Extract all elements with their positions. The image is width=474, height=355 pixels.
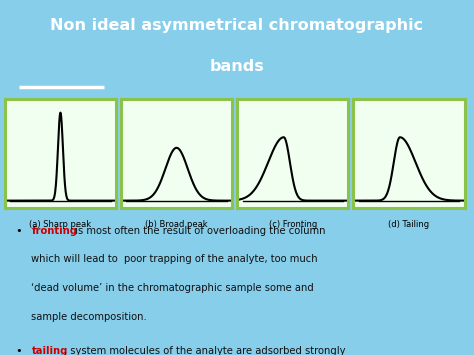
Text: (c) Fronting: (c) Fronting [269,220,317,229]
Text: sample decomposition.: sample decomposition. [31,312,147,322]
Text: •: • [15,226,22,236]
Text: ‘dead volume’ in the chromatographic sample some and: ‘dead volume’ in the chromatographic sam… [31,283,314,293]
Text: which will lead to  poor trapping of the analyte, too much: which will lead to poor trapping of the … [31,255,318,264]
Text: (d) Tailing: (d) Tailing [388,220,429,229]
Text: is most often the result of overloading the column: is most often the result of overloading … [72,226,325,236]
Text: bands: bands [210,59,264,74]
Text: , system molecules of the analyte are adsorbed strongly: , system molecules of the analyte are ad… [64,346,346,355]
Text: fronting: fronting [31,226,77,236]
Text: •: • [15,346,22,355]
Text: (a) Sharp peak: (a) Sharp peak [29,220,91,229]
Text: (b) Broad peak: (b) Broad peak [145,220,208,229]
Text: Non ideal asymmetrical chromatographic: Non ideal asymmetrical chromatographic [50,18,424,33]
Text: tailing: tailing [31,346,68,355]
